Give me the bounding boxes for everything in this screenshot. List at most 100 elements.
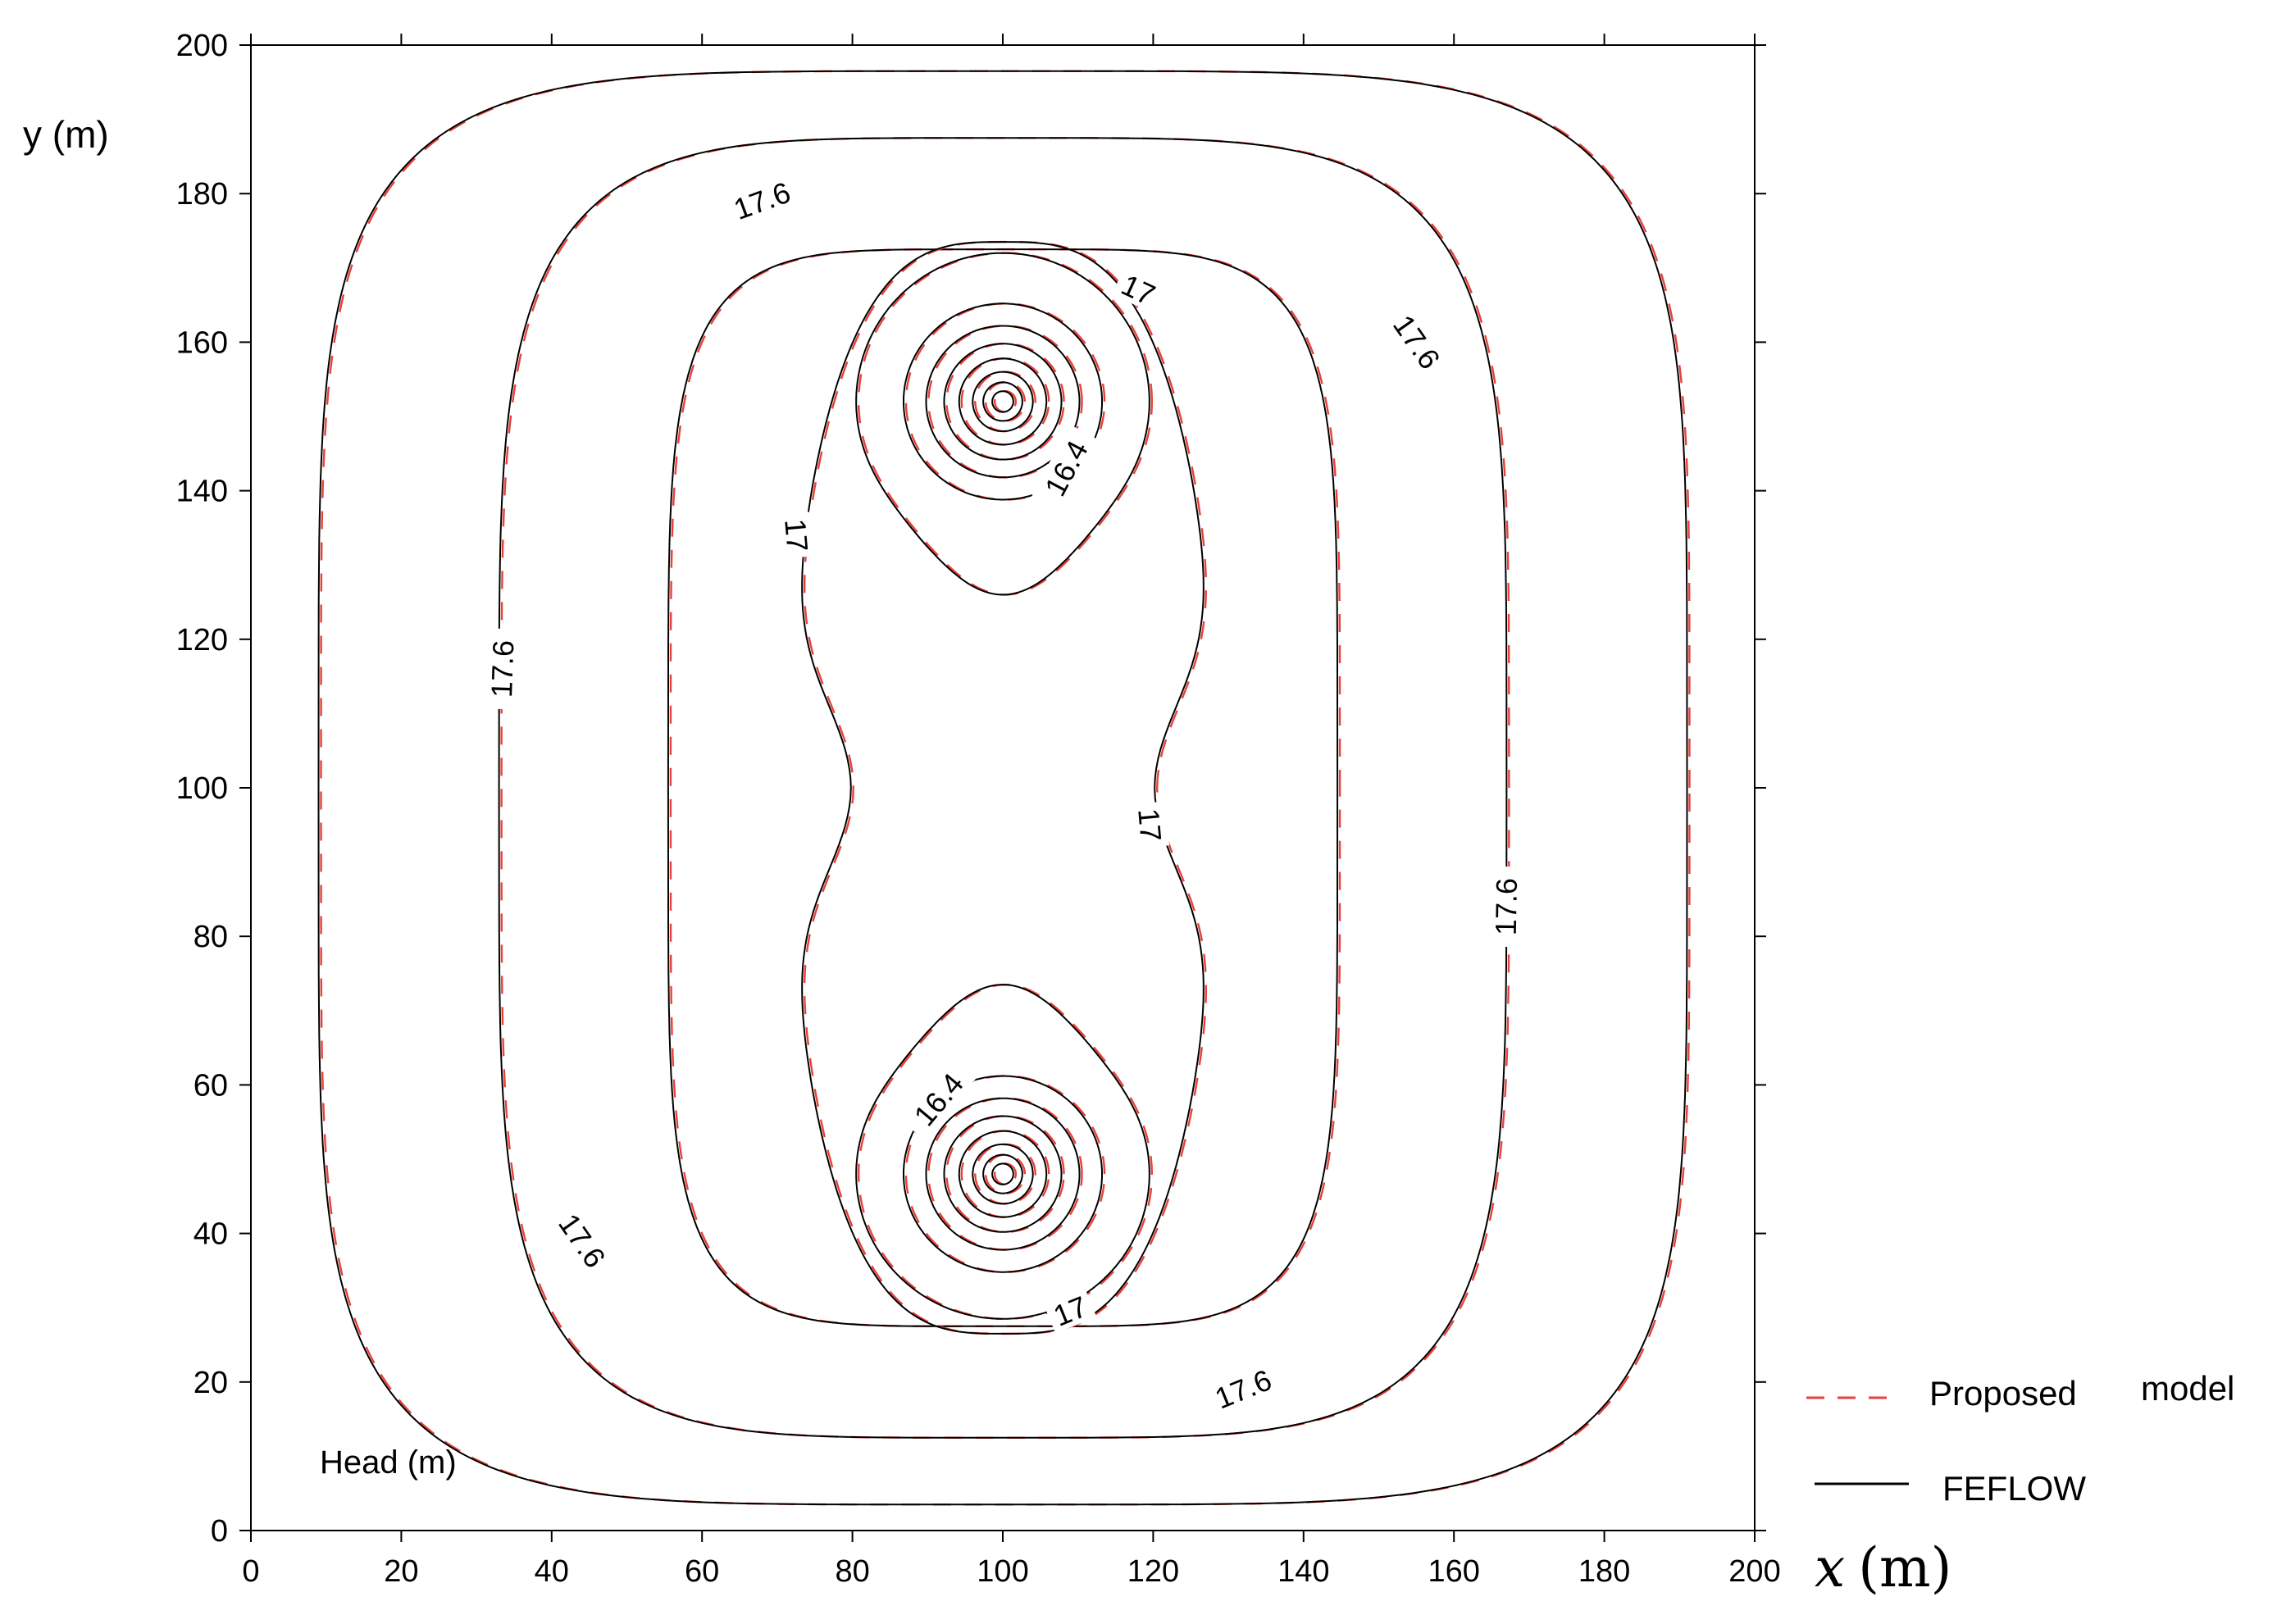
- contour-label-bg: [779, 512, 817, 559]
- contour-label-bg: [1043, 1286, 1097, 1334]
- tick-labels: 0 20 40 60 80 100 120 140 160 180 200 0 20 40 60 80 100 1…: [176, 29, 1781, 1589]
- proposed-contour-17: [974, 1143, 1036, 1205]
- proposed-contour-19: [994, 1162, 1017, 1185]
- feflow-contour-19: [991, 1162, 1014, 1185]
- contour-label-group: 17.6: [718, 170, 805, 229]
- feflow-contour-11: [982, 381, 1023, 422]
- contour-label-group: 17.6: [1487, 866, 1523, 948]
- proposed-contour-9: [960, 357, 1050, 446]
- legend: Proposed model FEFLOW: [1806, 1369, 2234, 1508]
- x-axis-variable: x: [1815, 1536, 1845, 1599]
- feflow-contour-3: [801, 241, 1205, 1335]
- contour-label-bg: [718, 170, 805, 229]
- feflow-contour-1: [498, 137, 1508, 1439]
- y-tick-label: 20: [194, 1366, 228, 1400]
- x-tick-label: 60: [685, 1554, 719, 1589]
- y-tick-label: 160: [176, 325, 228, 360]
- proposed-contour-16: [960, 1130, 1050, 1218]
- feflow-contour-13: [903, 1075, 1103, 1273]
- contour-label-bg: [1199, 1358, 1287, 1418]
- feflow-contour-9: [958, 357, 1048, 446]
- contour-label-bg: [1031, 424, 1099, 512]
- feflow-contour-15: [943, 1115, 1063, 1233]
- proposed-contour-0: [320, 70, 1691, 1506]
- x-tick-label: 0: [242, 1554, 259, 1589]
- feflow-contour-2: [667, 248, 1339, 1327]
- y-tick-label: 200: [176, 29, 228, 63]
- contour-label-bg: [1487, 866, 1523, 948]
- contour-label-bg: [483, 628, 519, 710]
- x-axis-title: x (m): [1815, 1536, 1951, 1599]
- proposed-contour-3: [804, 240, 1207, 1335]
- y-tick-label: 60: [194, 1068, 228, 1103]
- x-tick-label: 120: [1127, 1554, 1179, 1589]
- contour-label-bg: [899, 1057, 977, 1140]
- proposed-contour-2: [669, 248, 1341, 1327]
- feflow-contour-16: [958, 1130, 1048, 1218]
- proposed-contour-14: [927, 1097, 1083, 1251]
- y-tick-label: 100: [176, 771, 228, 806]
- proposed-contour-12: [994, 390, 1017, 413]
- y-tick-label: 120: [176, 623, 228, 657]
- x-tick-label: 180: [1578, 1554, 1630, 1589]
- contour-label-group: 17.6: [1381, 298, 1455, 384]
- proposed-contour-10: [974, 371, 1036, 433]
- y-tick-label: 80: [194, 920, 228, 954]
- proposed-contour-1: [500, 137, 1510, 1440]
- contour-label-bg: [546, 1197, 620, 1283]
- proposed-contour-18: [985, 1153, 1026, 1194]
- head-annotation: Head (m): [320, 1444, 457, 1481]
- feflow-contour-4: [855, 252, 1150, 596]
- x-tick-label: 80: [835, 1554, 869, 1589]
- feflow-contour-7: [925, 325, 1081, 479]
- proposed-contour-4: [858, 252, 1153, 596]
- feflow-contour-14: [925, 1097, 1081, 1251]
- contour-label-group: 17.6: [483, 628, 520, 710]
- contour-label: 17.6: [729, 175, 795, 226]
- feflow-contour-17: [972, 1143, 1034, 1205]
- x-tick-label: 160: [1428, 1554, 1479, 1589]
- legend-proposed-label: Proposed: [1929, 1374, 2077, 1412]
- contour-label-group: 17: [1112, 264, 1166, 313]
- legend-proposed-label-suffix: model: [2141, 1369, 2234, 1408]
- y-tick-label: 140: [176, 475, 228, 509]
- contour-label-bg: [1381, 298, 1455, 384]
- x-tick-label: 140: [1277, 1554, 1329, 1589]
- proposed-contour-6: [904, 303, 1106, 501]
- y-axis-title: y (m): [23, 113, 109, 156]
- feflow-contour-5: [855, 984, 1150, 1320]
- proposed-contour-13: [904, 1075, 1106, 1273]
- feflow-contour-8: [943, 343, 1063, 461]
- y-tick-label: 180: [176, 177, 228, 212]
- contour-label: 17.6: [1210, 1362, 1276, 1415]
- contour-label-group: 17.6: [1199, 1358, 1287, 1418]
- contour-label: 17.6: [485, 639, 520, 698]
- x-tick-label: 20: [384, 1554, 418, 1589]
- contour-lines: [317, 70, 1691, 1506]
- contour-label: 17.6: [1489, 878, 1523, 936]
- x-tick-label: 200: [1728, 1554, 1780, 1589]
- contour-label-group: 17.6: [546, 1197, 620, 1283]
- axis-ticks: [239, 34, 1766, 1542]
- plot-frame: [250, 44, 1756, 1531]
- x-tick-label: 100: [977, 1554, 1028, 1589]
- contour-label-group: 17: [1132, 801, 1170, 848]
- proposed-contour-5: [858, 983, 1153, 1320]
- contour-label: 17: [1132, 807, 1168, 843]
- contour-label-bg: [1112, 264, 1166, 313]
- contour-label: 17: [778, 517, 814, 553]
- contour-label-group: 17: [778, 512, 817, 559]
- proposed-contour-7: [927, 325, 1083, 479]
- x-tick-label: 40: [535, 1554, 569, 1589]
- y-tick-label: 0: [211, 1514, 228, 1549]
- y-tick-label: 40: [194, 1217, 228, 1252]
- feflow-contour-0: [317, 70, 1688, 1506]
- feflow-contour-10: [972, 371, 1034, 433]
- contour-label-bg: [1132, 801, 1170, 848]
- feflow-contour-18: [982, 1153, 1023, 1194]
- proposed-contour-11: [985, 381, 1026, 422]
- x-axis-unit: (m): [1858, 1536, 1951, 1599]
- contour-label-group: 16.4: [1031, 424, 1099, 512]
